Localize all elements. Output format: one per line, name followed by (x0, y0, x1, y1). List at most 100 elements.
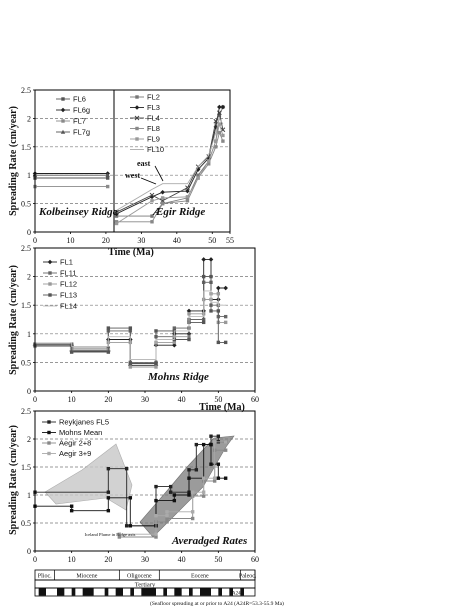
legend-marker (47, 430, 51, 435)
x-tick-label: 50 (208, 236, 216, 245)
period-label: Tertiary (135, 582, 156, 589)
p2-grid (35, 276, 255, 363)
magnetic-stripe (163, 588, 167, 596)
legend-item: FL12 (43, 280, 77, 289)
legend-marker (47, 420, 51, 424)
x-tick-label: 40 (173, 236, 181, 245)
p3-marks (33, 434, 228, 539)
data-point (209, 434, 213, 438)
data-point (185, 199, 190, 203)
data-point (212, 476, 217, 480)
legend-item: FL8 (130, 124, 160, 133)
series-line (119, 441, 226, 535)
magnetic-stripe (38, 588, 46, 596)
data-point (165, 520, 169, 524)
data-point (172, 498, 177, 503)
legend-label: FL6g (73, 106, 90, 115)
data-point (201, 274, 206, 279)
y-tick-label: 2.5 (21, 86, 31, 95)
legend-label: FL13 (60, 291, 77, 300)
x-tick-label: 60 (251, 395, 259, 404)
series-aegir-3-9 (117, 440, 228, 536)
data-point (168, 490, 173, 494)
p1-plot-frame (34, 89, 231, 233)
data-point (106, 508, 111, 513)
data-point (187, 468, 191, 472)
x-tick-label: 20 (104, 555, 112, 564)
data-point (196, 176, 200, 180)
legend-label: FL2 (147, 93, 160, 102)
data-point (209, 442, 213, 447)
legend-marker (60, 107, 66, 113)
data-point (106, 490, 111, 494)
data-point (154, 498, 158, 503)
legend-label: FL1 (60, 258, 73, 267)
data-point (114, 209, 119, 215)
x-tick-label: 20 (104, 395, 112, 404)
data-point (106, 496, 111, 500)
data-point (154, 535, 158, 539)
data-point (216, 340, 221, 345)
x-tick-label: 30 (141, 555, 149, 564)
data-point (172, 342, 177, 348)
legend-marker (47, 441, 51, 445)
series-line (116, 117, 224, 211)
y-tick-label: 0 (27, 228, 31, 237)
x-tick-label: 0 (33, 555, 37, 564)
legend-label: FL9 (147, 135, 160, 144)
data-point (154, 329, 158, 333)
legend-item: Mohns Mean (42, 428, 102, 437)
p2-title: Mohns Ridge (147, 371, 209, 383)
data-point (154, 365, 158, 369)
legend-marker (135, 95, 139, 99)
p2-x-axis-label: Time (Ma) (199, 402, 245, 413)
data-point (106, 326, 111, 330)
data-point (214, 139, 218, 143)
data-point (154, 514, 158, 518)
x-tick-label: 40 (178, 395, 186, 404)
p2-y-axis-label: Spreading Rate (cm/year) (8, 265, 19, 375)
y-tick-label: 0 (27, 387, 31, 396)
data-point (105, 172, 110, 177)
legend-item: Reykjanes FL5 (42, 418, 109, 427)
legend-item: FL3 (130, 103, 160, 112)
p1-y-axis-label: Spreading Rate (cm/year) (8, 106, 19, 216)
data-point (213, 118, 219, 124)
legend-label: FL7 (73, 117, 86, 126)
data-point (168, 484, 173, 489)
legend-marker (134, 115, 140, 121)
data-point (117, 535, 122, 539)
p3-note-iceland-plume: Iceland Plume in Ridge axis (85, 532, 136, 537)
legend-label: FL3 (147, 103, 160, 112)
series-fl9 (114, 122, 225, 226)
data-point (187, 337, 191, 342)
p1-grid (35, 118, 230, 204)
legend-label: FL4 (147, 114, 160, 123)
x-tick-label: 0 (33, 395, 37, 404)
data-point (217, 113, 222, 118)
data-point (172, 340, 177, 345)
data-point (194, 468, 199, 472)
legend-item: FL9 (130, 135, 160, 144)
data-point (117, 532, 122, 536)
legend-label: FL14 (60, 302, 77, 311)
p3-y-ticks: 0 0.5 1 1.5 2 2.5 (21, 407, 35, 556)
data-point (201, 442, 206, 447)
data-point (154, 484, 158, 489)
legend-item: FL10 (130, 145, 164, 154)
magnetic-stripe (104, 588, 109, 596)
data-point (106, 350, 111, 354)
legend-item: FL13 (43, 291, 77, 300)
data-point (201, 257, 206, 262)
data-point (186, 308, 192, 314)
epoch-label-paleoc: Paleoc. (239, 574, 257, 580)
data-point (223, 320, 228, 325)
y-tick-label: 0 (27, 547, 31, 556)
data-point (217, 130, 222, 135)
y-tick-label: 1 (27, 330, 31, 339)
data-point (165, 510, 169, 514)
magnetic-stripe (218, 588, 222, 596)
legend-label: FL7g (73, 128, 90, 137)
data-point (223, 340, 228, 345)
legend-item: FL6g (56, 106, 90, 115)
